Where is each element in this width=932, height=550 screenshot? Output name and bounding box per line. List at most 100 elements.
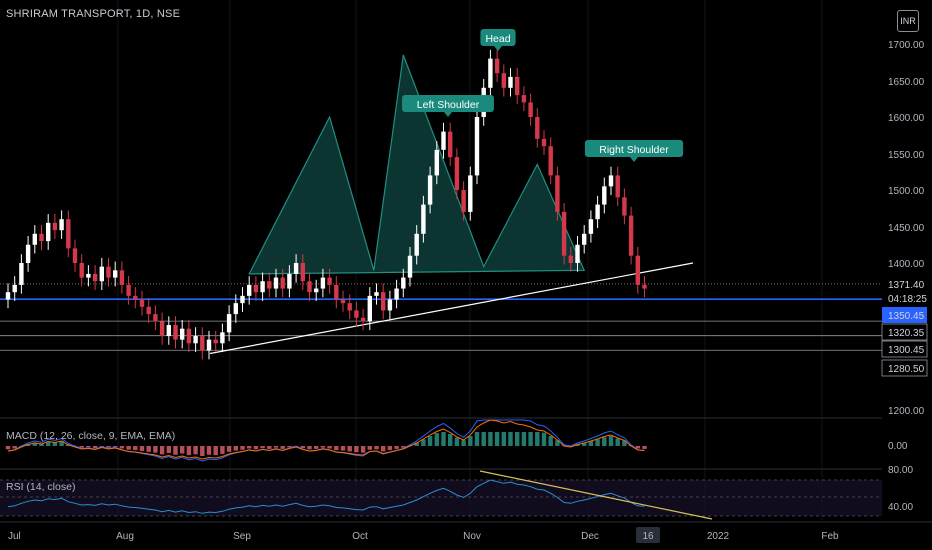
price-tick: 1650.00 [888,77,925,88]
macd-histogram-bar [126,446,131,450]
macd-histogram-bar [414,442,419,446]
macd-histogram-bar [92,446,98,449]
price-label-box [881,359,928,377]
trendline[interactable] [209,262,694,355]
macd-label: MACD (12, 26, close, 9, EMA, EMA) [6,430,176,442]
candle-body [320,277,326,289]
candle-body [401,277,406,289]
candle-body [548,146,553,176]
candle-body [287,273,292,289]
price-label-box [881,323,928,341]
support-levels [0,283,882,351]
candle-body [454,157,460,190]
candle-body [126,284,131,296]
candle-body [19,263,24,285]
macd-histogram-bar [193,446,198,455]
candle-body [340,299,346,304]
macd-histogram-bar [448,433,453,446]
macd-pane [0,417,882,462]
macd-histogram-bar [461,440,466,446]
candle-body [206,339,212,351]
candle-body [146,306,151,315]
candle-body [280,277,285,289]
time-tick: Sep [233,531,251,542]
candle-body [113,270,118,278]
candle-body [180,328,185,340]
price-tick: 1700.00 [888,40,925,51]
candle-body [307,281,312,293]
macd-histogram-bar [220,446,225,454]
candle-body [25,244,31,263]
candle-body [153,314,158,322]
candle-body [106,266,111,278]
candle-body [515,76,520,96]
pattern-label-box [402,95,494,112]
candle-body [354,310,359,318]
time-cursor-box [636,527,660,543]
candle-body [635,255,640,285]
candle-body [253,284,259,293]
macd-histogram-bar [139,446,145,451]
rsi-tick: 80.00 [888,465,913,476]
macd-histogram-bar [401,446,406,448]
macd-histogram-bar [166,446,171,454]
candle-body [139,299,145,307]
candle-body [267,281,272,289]
candle-body [79,263,84,278]
candle-body [474,117,480,176]
macd-histogram-bar [153,446,158,453]
candle-body [468,175,473,212]
price-axis-bg [882,0,932,520]
price-label: 1371.40 [888,280,925,291]
candle-body [92,273,98,282]
macd-histogram-bar [247,446,252,449]
currency-badge[interactable]: INR [897,10,919,32]
macd-histogram-bar [287,446,292,448]
candle-body [86,273,91,278]
pattern-label-box [480,29,516,46]
candle-body [421,204,426,234]
candle-body [293,263,299,274]
macd-histogram-bar [233,446,238,451]
macd-histogram-bar [340,446,346,451]
time-axis[interactable]: Jul Aug Sep Oct Nov Dec 16 2022 Feb [0,521,932,543]
candle-body [327,277,332,285]
candle-body [407,255,413,278]
macd-histogram-bar [468,436,473,446]
macd-histogram-bar [280,446,285,449]
rsi-pane [0,468,882,520]
candle-body [220,332,225,344]
macd-histogram-bar [367,446,372,450]
macd-histogram-bar [260,446,265,449]
macd-histogram-bar [474,432,480,446]
candle-body [133,295,138,300]
candle-body [52,222,58,231]
candle-body [608,175,614,187]
macd-histogram-bar [300,446,305,449]
candle-body [233,303,238,315]
macd-histogram-bar [454,437,460,446]
candle-body [387,299,393,311]
candlesticks [5,49,647,360]
candle-body [240,295,245,304]
macd-histogram-bar [642,446,647,449]
macd-histogram-bar [381,446,386,452]
macd-histogram-bar [206,446,212,455]
macd-histogram-bar [200,446,205,456]
candle-body [394,288,399,300]
time-tick: Dec [581,531,599,542]
candle-body [555,175,560,212]
macd-histogram-bar [501,432,506,446]
macd-histogram-bar [615,438,620,446]
candle-body [501,73,506,88]
macd-histogram-bar [535,432,540,446]
candle-body [561,211,567,256]
price-label: 1300.45 [888,345,925,356]
macd-histogram-bar [186,446,192,456]
price-axis[interactable]: 1700.00 1650.00 1600.00 1550.00 1500.00 1450.… [881,0,932,520]
macd-histogram-bar [46,441,51,446]
macd-histogram-bar [421,439,426,446]
candle-body [427,175,433,205]
macd-histogram-bar [5,446,11,450]
